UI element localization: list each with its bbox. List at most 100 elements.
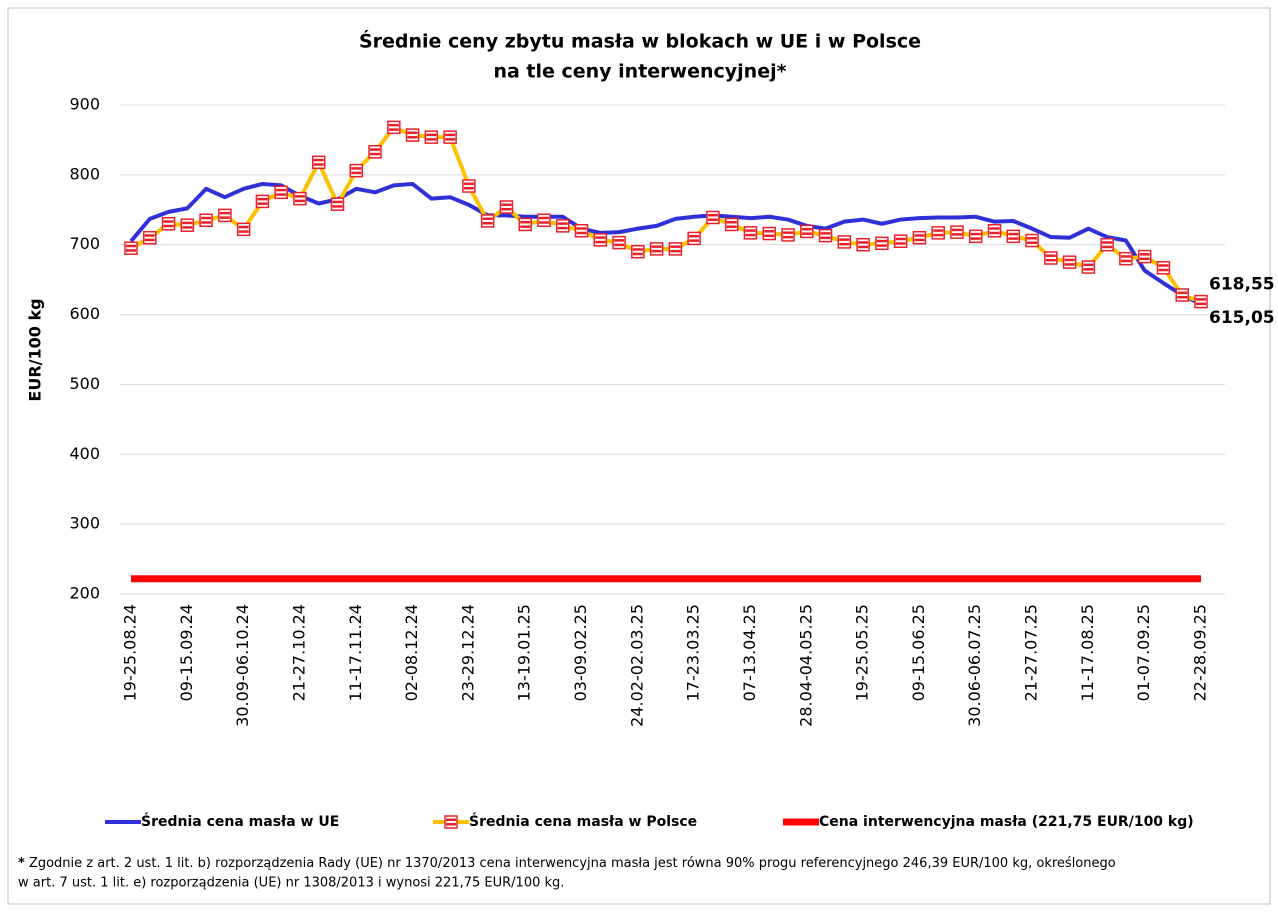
marker-stripe <box>951 228 962 232</box>
footnote-marker: * <box>18 856 25 871</box>
y-tick-label: 200 <box>69 584 100 603</box>
point-marker <box>818 228 833 243</box>
marker-box <box>1156 261 1171 275</box>
point-marker <box>537 213 551 228</box>
marker-stripe <box>126 244 136 248</box>
marker-stripe <box>820 232 831 235</box>
marker-box <box>1044 251 1058 265</box>
y-tick-label: 400 <box>69 444 100 463</box>
marker-stripe <box>538 216 549 220</box>
marker-box <box>1062 255 1077 269</box>
point-marker <box>837 235 852 249</box>
marker-box <box>537 213 551 228</box>
marker-stripe <box>989 231 1000 235</box>
point-marker <box>349 163 364 178</box>
marker-box <box>387 120 401 135</box>
marker-box <box>1194 294 1208 309</box>
point-marker <box>518 217 532 232</box>
marker-stripe <box>501 203 512 206</box>
marker-stripe <box>801 232 812 235</box>
point-marker <box>424 130 439 144</box>
chart-border <box>7 7 1271 905</box>
marker-stripe <box>313 158 324 162</box>
marker-box <box>124 241 138 255</box>
marker-stripe <box>426 133 437 137</box>
point-marker <box>856 237 870 252</box>
marker-box <box>612 235 626 250</box>
marker-stripe <box>970 237 981 240</box>
x-tick-label: 30.06-06.07.25 <box>965 604 984 727</box>
marker-stripe <box>276 193 287 196</box>
marker-stripe <box>520 225 531 228</box>
marker-stripe <box>463 182 474 186</box>
marker-stripe <box>182 221 193 225</box>
marker-stripe <box>445 133 456 137</box>
point-marker <box>1175 288 1189 302</box>
marker-box <box>161 217 176 231</box>
footnote-line: w art. 7 ust. 1 lit. e) rozporządzenia (… <box>18 876 564 891</box>
marker-stripe <box>182 226 193 229</box>
marker-stripe <box>1027 241 1038 245</box>
marker-stripe <box>839 238 850 241</box>
marker-stripe <box>144 238 155 242</box>
marker-stripe <box>332 200 343 204</box>
data-label: 615,05 <box>1209 308 1275 328</box>
point-marker <box>330 197 345 211</box>
x-tick-label: 01-07.09.25 <box>1134 604 1153 701</box>
marker-box <box>236 222 251 237</box>
point-marker <box>631 244 645 259</box>
point-marker <box>931 226 945 240</box>
marker-box <box>255 194 270 209</box>
marker-stripe <box>689 234 700 238</box>
point-marker <box>1025 233 1039 248</box>
marker-stripe <box>933 229 944 232</box>
marker-stripe <box>632 252 643 256</box>
point-marker <box>236 222 251 237</box>
point-marker <box>1100 237 1114 252</box>
point-marker <box>649 242 664 256</box>
marker-stripe <box>858 245 869 249</box>
marker-stripe <box>276 188 287 192</box>
marker-box <box>274 185 288 200</box>
marker-stripe <box>1064 263 1075 266</box>
series-line <box>129 181 1202 306</box>
marker-stripe <box>1158 264 1169 267</box>
marker-stripe <box>895 242 906 245</box>
point-marker <box>124 241 138 255</box>
marker-stripe <box>632 248 643 251</box>
marker-box <box>293 191 307 206</box>
point-marker <box>612 235 626 250</box>
data-label: 618,55 <box>1209 275 1275 295</box>
marker-box <box>856 237 870 252</box>
point-marker <box>255 194 270 209</box>
marker-stripe <box>1102 245 1113 249</box>
marker-box <box>818 228 833 243</box>
marker-stripe <box>576 231 587 235</box>
marker-stripe <box>332 205 343 208</box>
marker-stripe <box>1045 258 1056 262</box>
legend-label: Średnia cena masła w UE <box>141 812 339 830</box>
marker-box <box>1006 229 1021 244</box>
point-marker <box>950 225 964 239</box>
legend-label: Cena interwencyjna masła (221,75 EUR/100… <box>819 814 1194 830</box>
marker-stripe <box>238 230 249 233</box>
point-marker <box>1081 260 1096 274</box>
marker-box <box>424 130 439 144</box>
point-marker <box>293 191 307 206</box>
point-marker <box>462 179 476 193</box>
y-tick-label: 700 <box>69 234 100 253</box>
marker-stripe <box>520 220 531 224</box>
y-tick-label: 600 <box>69 304 100 323</box>
marker-stripe <box>257 197 268 201</box>
marker-box <box>724 217 739 232</box>
marker-box <box>499 200 514 214</box>
marker-stripe <box>707 213 718 217</box>
marker-stripe <box>745 233 756 237</box>
y-tick-label: 800 <box>69 164 100 183</box>
marker-stripe <box>1102 241 1113 244</box>
y-axis-label: EUR/100 kg <box>26 298 45 401</box>
marker-stripe <box>1158 268 1169 272</box>
x-tick-label: 23-29.12.24 <box>458 604 477 701</box>
marker-box <box>687 231 701 246</box>
marker-stripe <box>670 245 681 248</box>
